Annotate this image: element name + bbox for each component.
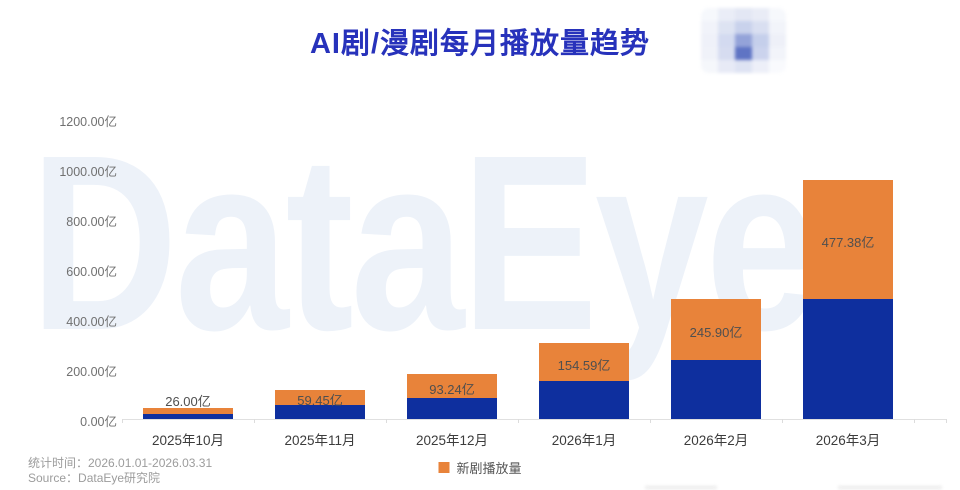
blurred-logo-cell [769, 60, 786, 73]
bar-segment-new-drama [143, 407, 233, 414]
bar-value-label: 59.45亿 [297, 393, 343, 409]
x-axis-tick [254, 419, 255, 423]
blurred-logo-cell [769, 8, 786, 21]
bar-segment-new-drama [407, 374, 497, 398]
bar-segment-new-drama [539, 342, 629, 382]
x-axis-tick [650, 419, 651, 423]
y-axis-label: 600.00亿 [66, 265, 117, 279]
blurred-logo-cell [735, 34, 752, 47]
bar-value-label: 154.59亿 [557, 357, 611, 373]
blurred-logo-cell [701, 60, 718, 73]
blurred-logo-cell [769, 21, 786, 34]
x-axis-tick [518, 419, 519, 423]
chart-legend: 新剧播放量 [438, 458, 522, 477]
y-axis-label: 800.00亿 [66, 215, 117, 229]
blurred-logo-cell [752, 60, 769, 73]
blurred-logo-cell [769, 34, 786, 47]
y-axis-label: 400.00亿 [66, 315, 117, 329]
x-axis-label: 2025年12月 [415, 433, 489, 448]
stacked-bar [539, 342, 629, 419]
blurred-logo-cell [718, 60, 735, 73]
y-axis-label: 1200.00亿 [59, 115, 117, 129]
y-axis-label: 200.00亿 [66, 365, 117, 379]
stacked-bar [275, 390, 365, 419]
bar-segment-base [143, 414, 233, 419]
stacked-bar [143, 407, 233, 419]
x-axis-label: 2026年2月 [683, 433, 749, 448]
blurred-logo-cell [752, 34, 769, 47]
bar-segment-base [275, 405, 365, 419]
blurred-logo-cell [735, 47, 752, 60]
legend-swatch-orange [438, 462, 450, 473]
x-axis-tick [914, 419, 915, 423]
x-axis-tick [122, 419, 123, 423]
blurred-logo-cell [735, 60, 752, 73]
bar-value-label: 26.00亿 [165, 393, 211, 409]
bar-segment-new-drama [803, 180, 893, 300]
blurred-logo-cell [701, 8, 718, 21]
blurred-logo-cell [718, 21, 735, 34]
bar-segment-base [407, 397, 497, 419]
blurred-logo-cell [752, 21, 769, 34]
bar-segment-base [803, 299, 893, 419]
y-axis-label: 0.00亿 [80, 415, 117, 429]
blurred-logo [701, 8, 786, 73]
blurred-logo-cell [735, 21, 752, 34]
blurred-logo-cell [718, 47, 735, 60]
x-axis-line [122, 418, 947, 420]
legend-label: 新剧播放量 [456, 461, 522, 476]
blurred-logo-cell [701, 47, 718, 60]
x-axis-label: 2025年11月 [284, 433, 356, 448]
x-axis-tick [946, 419, 947, 423]
x-axis-tick [782, 419, 783, 423]
blurred-logo-cell [718, 8, 735, 21]
bar-value-label: 93.24亿 [429, 381, 475, 397]
y-axis-label: 1000.00亿 [59, 165, 117, 179]
blurred-logo-cell [752, 47, 769, 60]
blurred-logo-cell [752, 8, 769, 21]
stacked-bar [407, 374, 497, 419]
blurred-logo-cell [701, 21, 718, 34]
bar-segment-base [671, 359, 761, 419]
stat-period-note: 统计时间：2026.01.01-2026.03.31 [28, 456, 213, 470]
x-axis-label: 2026年1月 [551, 433, 617, 448]
stacked-bar [671, 298, 761, 419]
blurred-logo-cell [701, 34, 718, 47]
blurred-logo-cell [735, 8, 752, 21]
bar-segment-base [539, 381, 629, 419]
x-axis-tick [386, 419, 387, 423]
source-note: Source：DataEye研究院 [28, 471, 161, 485]
blurred-bottom-text [645, 486, 717, 489]
stacked-bar [803, 180, 893, 419]
chart-title: AI剧/漫剧每月播放量趋势 [309, 28, 651, 60]
x-axis-label: 2026年3月 [815, 433, 881, 448]
blurred-logo-cell [769, 47, 786, 60]
blurred-logo-cell [718, 34, 735, 47]
x-axis-label: 2025年10月 [151, 433, 225, 448]
bar-value-label: 245.90亿 [689, 324, 743, 340]
blurred-bottom-text [838, 486, 942, 489]
bar-segment-new-drama [275, 390, 365, 406]
bar-value-label: 477.38亿 [821, 235, 875, 251]
bar-segment-new-drama [671, 298, 761, 360]
